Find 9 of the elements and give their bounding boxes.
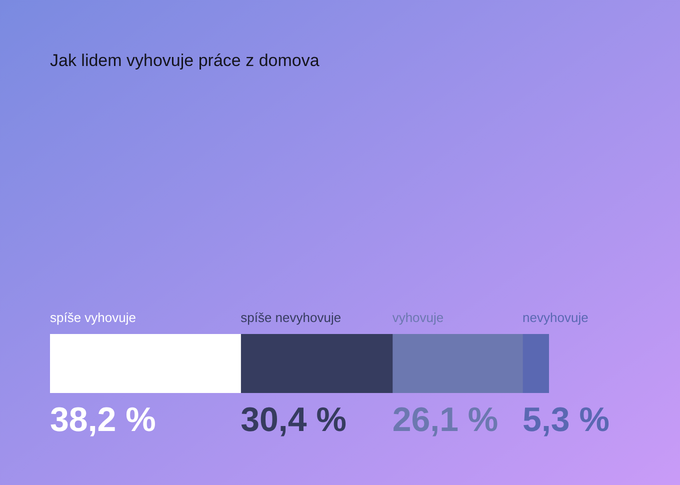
- data-label: 26,1 %: [392, 401, 498, 439]
- data-label: 30,4 %: [240, 401, 346, 439]
- data-label: 5,3 %: [522, 401, 610, 439]
- series-label: spíše vyhovuje: [50, 310, 136, 325]
- chart-title: Jak lidem vyhovuje práce z domova: [50, 51, 320, 70]
- data-label: 38,2 %: [50, 401, 156, 439]
- series-label: vyhovuje: [392, 310, 444, 325]
- series-label: nevyhovuje: [522, 310, 588, 325]
- series-label: spíše nevyhovuje: [240, 310, 342, 325]
